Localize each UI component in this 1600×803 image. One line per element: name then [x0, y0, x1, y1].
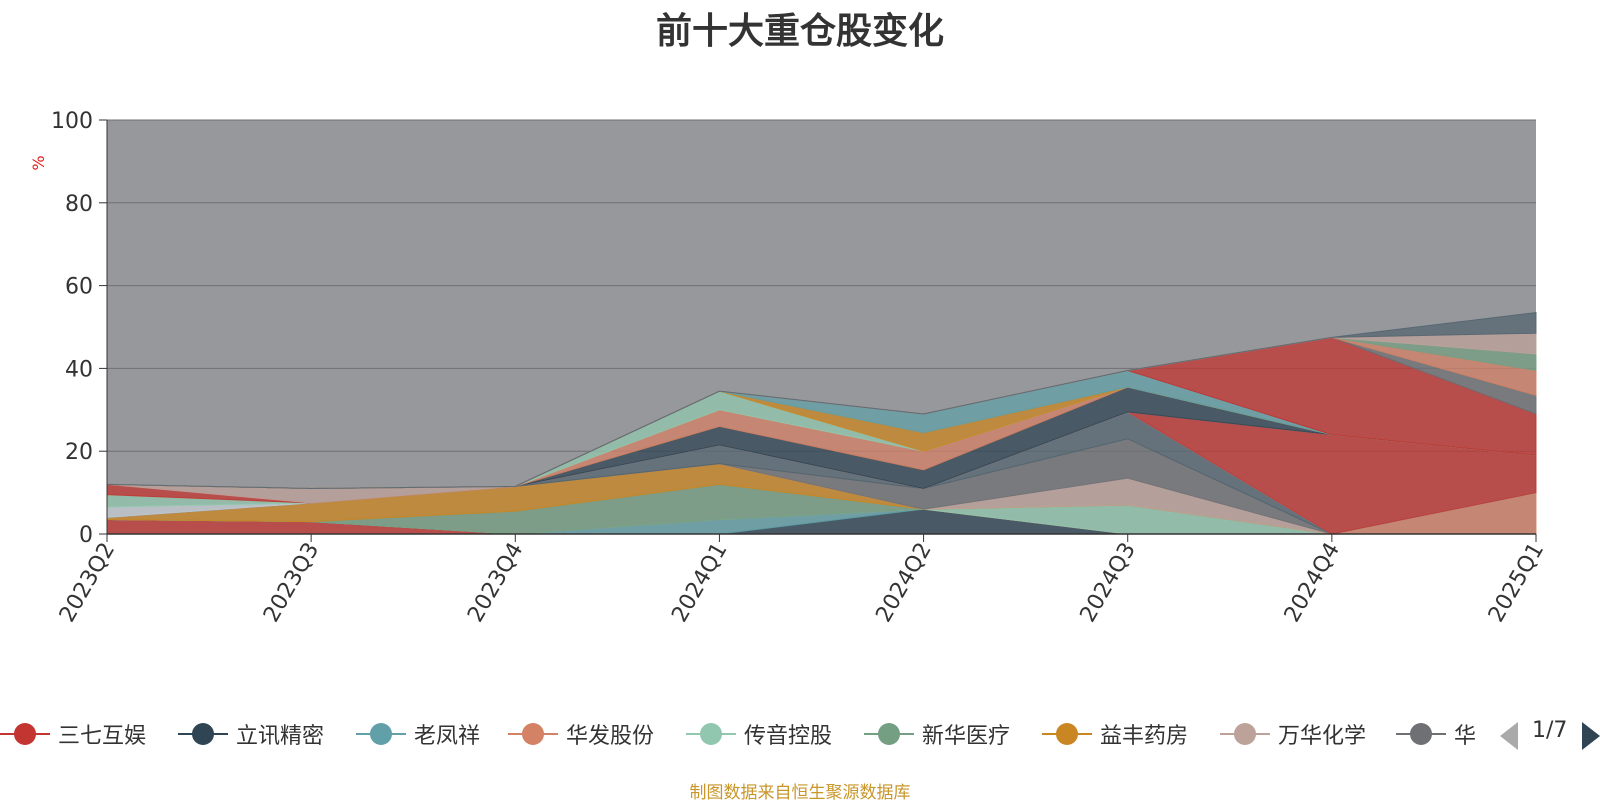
- x-tick-label: 2025Q1: [1484, 539, 1549, 627]
- legend-dot-icon: [192, 723, 214, 745]
- legend-label: 益丰药房: [1100, 724, 1189, 749]
- legend-next-arrow-icon[interactable]: [1582, 722, 1600, 750]
- y-tick-label: 40: [65, 357, 93, 382]
- chart-title: 前十大重仓股变化: [655, 11, 944, 52]
- legend-dot-icon: [522, 723, 544, 745]
- x-tick-label: 2023Q3: [259, 539, 324, 627]
- legend-label: 万华化学: [1278, 724, 1367, 749]
- legend-prev-arrow-icon[interactable]: [1500, 722, 1518, 750]
- legend-label: 华发股份: [566, 724, 655, 749]
- legend-page-indicator: 1/7: [1532, 718, 1568, 743]
- legend-dot-icon: [878, 723, 900, 745]
- legend-label: 立讯精密: [236, 724, 325, 749]
- x-tick-label: 2024Q2: [871, 539, 936, 627]
- legend-dot-icon: [370, 723, 392, 745]
- legend: 三七互娱 立讯精密 老凤祥 华发股份 传音控股 新华医疗 益丰药房 万华化学 华 1/7: [0, 712, 1600, 756]
- x-tick-label: 2024Q1: [667, 539, 732, 627]
- legend-label: 传音控股: [744, 724, 833, 749]
- legend-dot-icon: [1410, 723, 1432, 745]
- y-tick-label: 60: [65, 275, 93, 300]
- chart-plot: 0 20 40 60 80 100% 2023Q2 2023Q3 2023Q4 2024Q1 202…: [29, 109, 1549, 627]
- legend-label: 新华医疗: [922, 724, 1011, 749]
- legend-dot-icon: [14, 723, 36, 745]
- area-series-25: [106, 311, 1537, 489]
- legend-label: 华: [1454, 724, 1477, 749]
- y-tick-label: 100: [51, 109, 93, 134]
- legend-dot-icon: [1056, 723, 1078, 745]
- y-tick-label: 20: [65, 440, 93, 465]
- y-tick-label: 0: [79, 523, 93, 548]
- legend-label: 老凤祥: [414, 724, 481, 749]
- y-tick-label: 80: [65, 192, 93, 217]
- x-tick-label: 2024Q3: [1076, 539, 1141, 627]
- x-tick-label: 2024Q4: [1280, 539, 1345, 627]
- legend-dot-icon: [700, 723, 722, 745]
- x-tick-label: 2023Q4: [463, 539, 528, 627]
- source-note: 制图数据来自恒生聚源数据库: [689, 783, 911, 803]
- legend-dot-icon: [1234, 723, 1256, 745]
- legend-label: 三七互娱: [58, 724, 147, 749]
- y-axis-label: %: [29, 155, 48, 170]
- x-tick-label: 2023Q2: [55, 539, 120, 627]
